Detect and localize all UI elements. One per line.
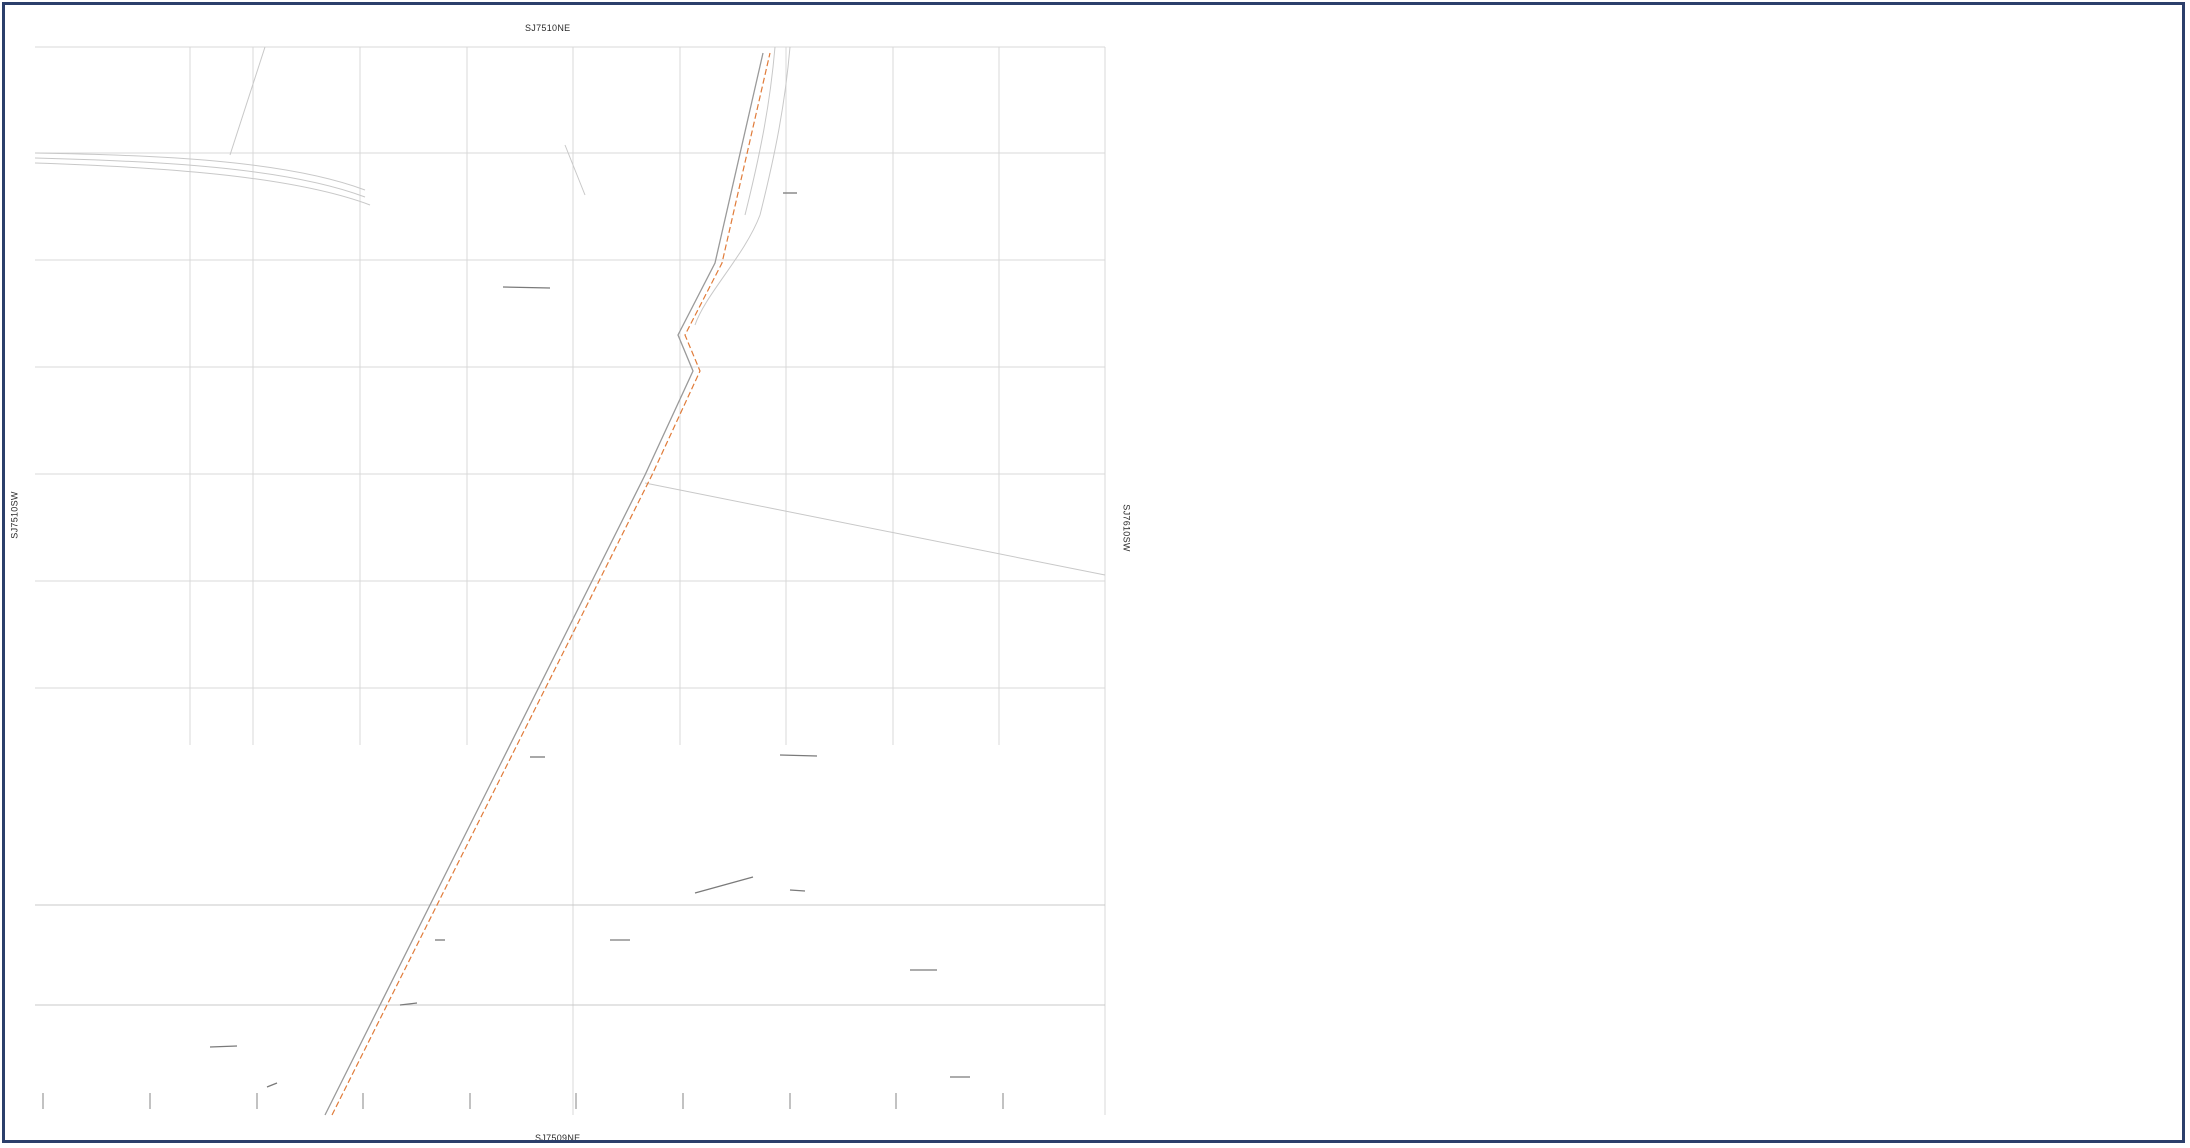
route-line bbox=[324, 52, 771, 1116]
sheet-label-bottom: SJ7509NE bbox=[535, 1133, 581, 1143]
base-linework bbox=[34, 46, 1106, 1006]
sheet-label-right: SJ7610SW bbox=[1121, 504, 1132, 552]
grid-lines bbox=[35, 46, 1106, 1115]
sheet-label-top: SJ7510NE bbox=[525, 23, 571, 33]
map-canvas[interactable] bbox=[5, 5, 2185, 1143]
map-features bbox=[209, 192, 970, 1088]
tick-marks bbox=[42, 1093, 1004, 1109]
sheet-label-left: SJ7510SW bbox=[9, 491, 20, 539]
